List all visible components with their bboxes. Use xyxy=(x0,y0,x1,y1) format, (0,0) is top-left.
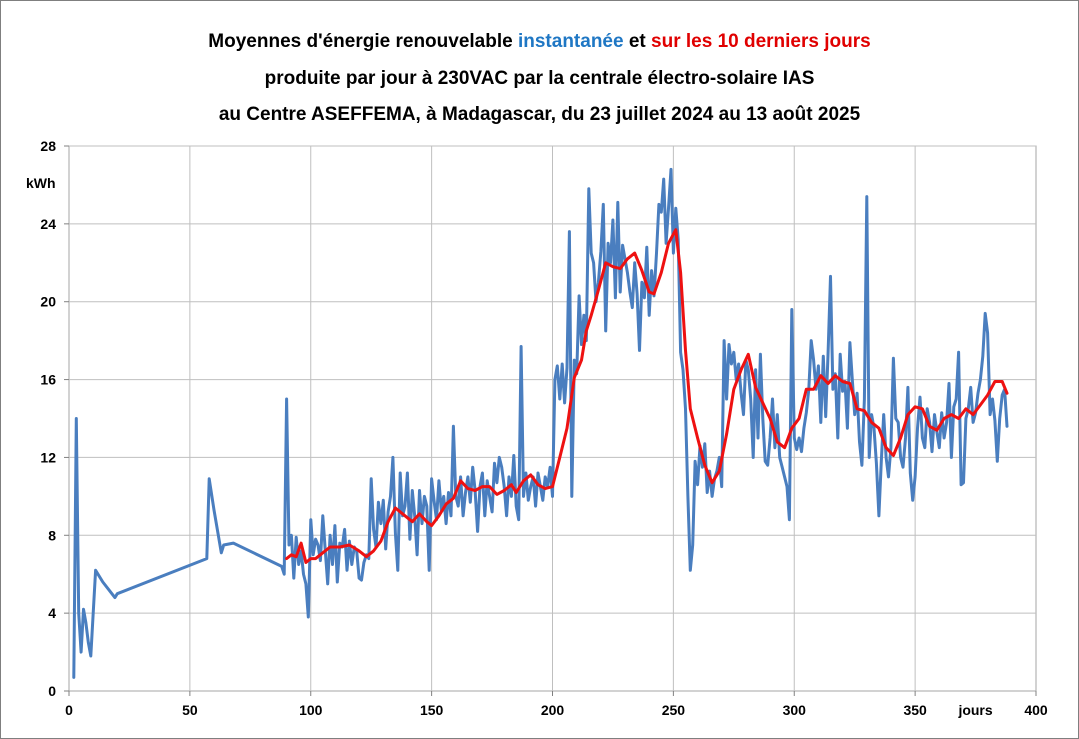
x-tick-label: 200 xyxy=(541,702,565,718)
chart-title-line-2: produite par jour à 230VAC par la centra… xyxy=(264,68,815,89)
y-tick-label: 12 xyxy=(40,449,56,465)
y-tick-label: 28 xyxy=(40,138,56,154)
x-axis-label: jours xyxy=(957,702,992,718)
x-tick-label: 350 xyxy=(903,702,927,718)
y-tick-label: 24 xyxy=(40,216,56,232)
y-tick-label: 4 xyxy=(48,605,56,621)
title-part-main: Moyennes d'énergie renouvelable xyxy=(208,31,513,52)
chart-title-line-1: Moyennes d'énergie renouvelable instanta… xyxy=(0,31,1079,53)
x-tick-label: 400 xyxy=(1024,702,1048,718)
y-tick-label: 16 xyxy=(40,372,56,388)
x-tick-label: 0 xyxy=(65,702,73,718)
title-part-average: sur les 10 derniers jours xyxy=(651,31,871,52)
x-tick-label: 100 xyxy=(299,702,323,718)
x-tick-label: 150 xyxy=(420,702,444,718)
title-part-and: et xyxy=(628,31,646,52)
chart-title-line-3: au Centre ASEFFEMA, à Madagascar, du 23 … xyxy=(218,104,861,125)
x-tick-label: 250 xyxy=(662,702,686,718)
x-tick-label: 300 xyxy=(783,702,807,718)
x-tick-label: 50 xyxy=(182,702,198,718)
y-tick-label: 0 xyxy=(48,683,56,699)
series-line-instant xyxy=(72,167,1009,679)
title-part-instant: instantanée xyxy=(517,31,624,52)
series-line-average xyxy=(285,228,1009,564)
y-tick-label: 8 xyxy=(48,527,56,543)
y-tick-label: 20 xyxy=(40,294,56,310)
y-axis-label: kWh xyxy=(26,175,56,191)
